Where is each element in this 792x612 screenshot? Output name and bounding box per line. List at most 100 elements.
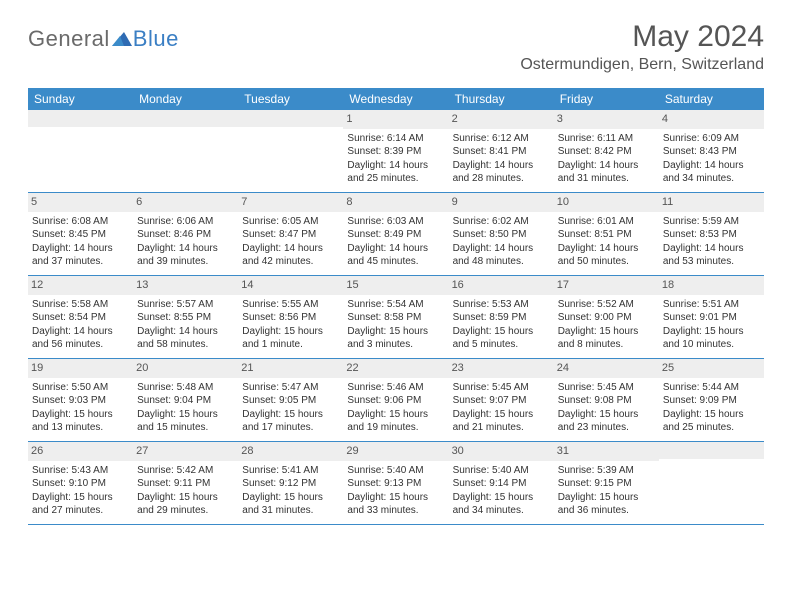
daylight-text: Daylight: 14 hours and 28 minutes. [453, 159, 550, 186]
sunset-text: Sunset: 9:05 PM [242, 394, 339, 408]
day-number: 31 [554, 442, 659, 461]
sunset-text: Sunset: 9:12 PM [242, 477, 339, 491]
daylight-text: Daylight: 14 hours and 53 minutes. [663, 242, 760, 269]
sunrise-text: Sunrise: 6:14 AM [347, 132, 444, 146]
daylight-text: Daylight: 15 hours and 23 minutes. [558, 408, 655, 435]
weekday-header-cell: Tuesday [238, 88, 343, 110]
day-number: 21 [238, 359, 343, 378]
sunrise-text: Sunrise: 5:54 AM [347, 298, 444, 312]
weekday-header-cell: Friday [554, 88, 659, 110]
day-number: 15 [343, 276, 448, 295]
sunrise-text: Sunrise: 5:59 AM [663, 215, 760, 229]
sunrise-text: Sunrise: 6:01 AM [558, 215, 655, 229]
week-row: 5Sunrise: 6:08 AMSunset: 8:45 PMDaylight… [28, 193, 764, 276]
day-cell: 31Sunrise: 5:39 AMSunset: 9:15 PMDayligh… [554, 442, 659, 524]
sunset-text: Sunset: 8:55 PM [137, 311, 234, 325]
day-number: 18 [659, 276, 764, 295]
week-row: 12Sunrise: 5:58 AMSunset: 8:54 PMDayligh… [28, 276, 764, 359]
daylight-text: Daylight: 15 hours and 5 minutes. [453, 325, 550, 352]
day-number: 1 [343, 110, 448, 129]
day-number: 28 [238, 442, 343, 461]
day-cell: 2Sunrise: 6:12 AMSunset: 8:41 PMDaylight… [449, 110, 554, 192]
sunset-text: Sunset: 9:11 PM [137, 477, 234, 491]
day-cell: 12Sunrise: 5:58 AMSunset: 8:54 PMDayligh… [28, 276, 133, 358]
day-cell: 6Sunrise: 6:06 AMSunset: 8:46 PMDaylight… [133, 193, 238, 275]
day-number: 9 [449, 193, 554, 212]
daylight-text: Daylight: 14 hours and 50 minutes. [558, 242, 655, 269]
sunrise-text: Sunrise: 5:51 AM [663, 298, 760, 312]
day-number: 7 [238, 193, 343, 212]
empty-day-header [659, 442, 764, 459]
day-number: 11 [659, 193, 764, 212]
sunrise-text: Sunrise: 6:03 AM [347, 215, 444, 229]
day-cell [28, 110, 133, 192]
daylight-text: Daylight: 14 hours and 34 minutes. [663, 159, 760, 186]
day-cell [133, 110, 238, 192]
sunset-text: Sunset: 8:59 PM [453, 311, 550, 325]
sunrise-text: Sunrise: 5:40 AM [453, 464, 550, 478]
sunrise-text: Sunrise: 6:09 AM [663, 132, 760, 146]
day-number: 30 [449, 442, 554, 461]
empty-day-header [238, 110, 343, 127]
day-number: 25 [659, 359, 764, 378]
day-cell: 4Sunrise: 6:09 AMSunset: 8:43 PMDaylight… [659, 110, 764, 192]
day-number: 12 [28, 276, 133, 295]
calendar: SundayMondayTuesdayWednesdayThursdayFrid… [28, 88, 764, 525]
daylight-text: Daylight: 15 hours and 13 minutes. [32, 408, 129, 435]
empty-day-header [133, 110, 238, 127]
sunrise-text: Sunrise: 5:45 AM [558, 381, 655, 395]
sunrise-text: Sunrise: 5:42 AM [137, 464, 234, 478]
daylight-text: Daylight: 14 hours and 37 minutes. [32, 242, 129, 269]
sunrise-text: Sunrise: 5:47 AM [242, 381, 339, 395]
daylight-text: Daylight: 15 hours and 34 minutes. [453, 491, 550, 518]
header: General Blue May 2024 Ostermundigen, Ber… [28, 20, 764, 74]
day-number: 20 [133, 359, 238, 378]
sunset-text: Sunset: 8:45 PM [32, 228, 129, 242]
sunset-text: Sunset: 8:50 PM [453, 228, 550, 242]
sunset-text: Sunset: 8:54 PM [32, 311, 129, 325]
sunset-text: Sunset: 9:08 PM [558, 394, 655, 408]
day-cell: 9Sunrise: 6:02 AMSunset: 8:50 PMDaylight… [449, 193, 554, 275]
logo-text-blue: Blue [133, 26, 179, 52]
day-number: 27 [133, 442, 238, 461]
sunset-text: Sunset: 8:42 PM [558, 145, 655, 159]
day-cell: 22Sunrise: 5:46 AMSunset: 9:06 PMDayligh… [343, 359, 448, 441]
sunset-text: Sunset: 9:07 PM [453, 394, 550, 408]
daylight-text: Daylight: 15 hours and 27 minutes. [32, 491, 129, 518]
sunrise-text: Sunrise: 5:43 AM [32, 464, 129, 478]
day-cell: 16Sunrise: 5:53 AMSunset: 8:59 PMDayligh… [449, 276, 554, 358]
sunrise-text: Sunrise: 6:11 AM [558, 132, 655, 146]
title-block: May 2024 Ostermundigen, Bern, Switzerlan… [520, 20, 764, 74]
day-number: 24 [554, 359, 659, 378]
daylight-text: Daylight: 15 hours and 8 minutes. [558, 325, 655, 352]
day-cell: 5Sunrise: 6:08 AMSunset: 8:45 PMDaylight… [28, 193, 133, 275]
daylight-text: Daylight: 15 hours and 31 minutes. [242, 491, 339, 518]
logo: General Blue [28, 20, 179, 52]
sunset-text: Sunset: 9:01 PM [663, 311, 760, 325]
sunset-text: Sunset: 9:06 PM [347, 394, 444, 408]
day-number: 26 [28, 442, 133, 461]
day-cell: 8Sunrise: 6:03 AMSunset: 8:49 PMDaylight… [343, 193, 448, 275]
sunset-text: Sunset: 8:49 PM [347, 228, 444, 242]
weekday-header-cell: Saturday [659, 88, 764, 110]
day-cell: 21Sunrise: 5:47 AMSunset: 9:05 PMDayligh… [238, 359, 343, 441]
day-number: 16 [449, 276, 554, 295]
sunset-text: Sunset: 9:15 PM [558, 477, 655, 491]
sunset-text: Sunset: 9:14 PM [453, 477, 550, 491]
location-text: Ostermundigen, Bern, Switzerland [520, 56, 764, 74]
day-cell: 17Sunrise: 5:52 AMSunset: 9:00 PMDayligh… [554, 276, 659, 358]
sunset-text: Sunset: 9:03 PM [32, 394, 129, 408]
sunset-text: Sunset: 9:00 PM [558, 311, 655, 325]
day-cell: 20Sunrise: 5:48 AMSunset: 9:04 PMDayligh… [133, 359, 238, 441]
sunrise-text: Sunrise: 6:05 AM [242, 215, 339, 229]
sunset-text: Sunset: 8:46 PM [137, 228, 234, 242]
day-cell: 27Sunrise: 5:42 AMSunset: 9:11 PMDayligh… [133, 442, 238, 524]
day-cell [238, 110, 343, 192]
daylight-text: Daylight: 14 hours and 42 minutes. [242, 242, 339, 269]
daylight-text: Daylight: 15 hours and 36 minutes. [558, 491, 655, 518]
sunrise-text: Sunrise: 5:44 AM [663, 381, 760, 395]
daylight-text: Daylight: 15 hours and 25 minutes. [663, 408, 760, 435]
daylight-text: Daylight: 14 hours and 25 minutes. [347, 159, 444, 186]
sunset-text: Sunset: 8:43 PM [663, 145, 760, 159]
weekday-header-cell: Monday [133, 88, 238, 110]
